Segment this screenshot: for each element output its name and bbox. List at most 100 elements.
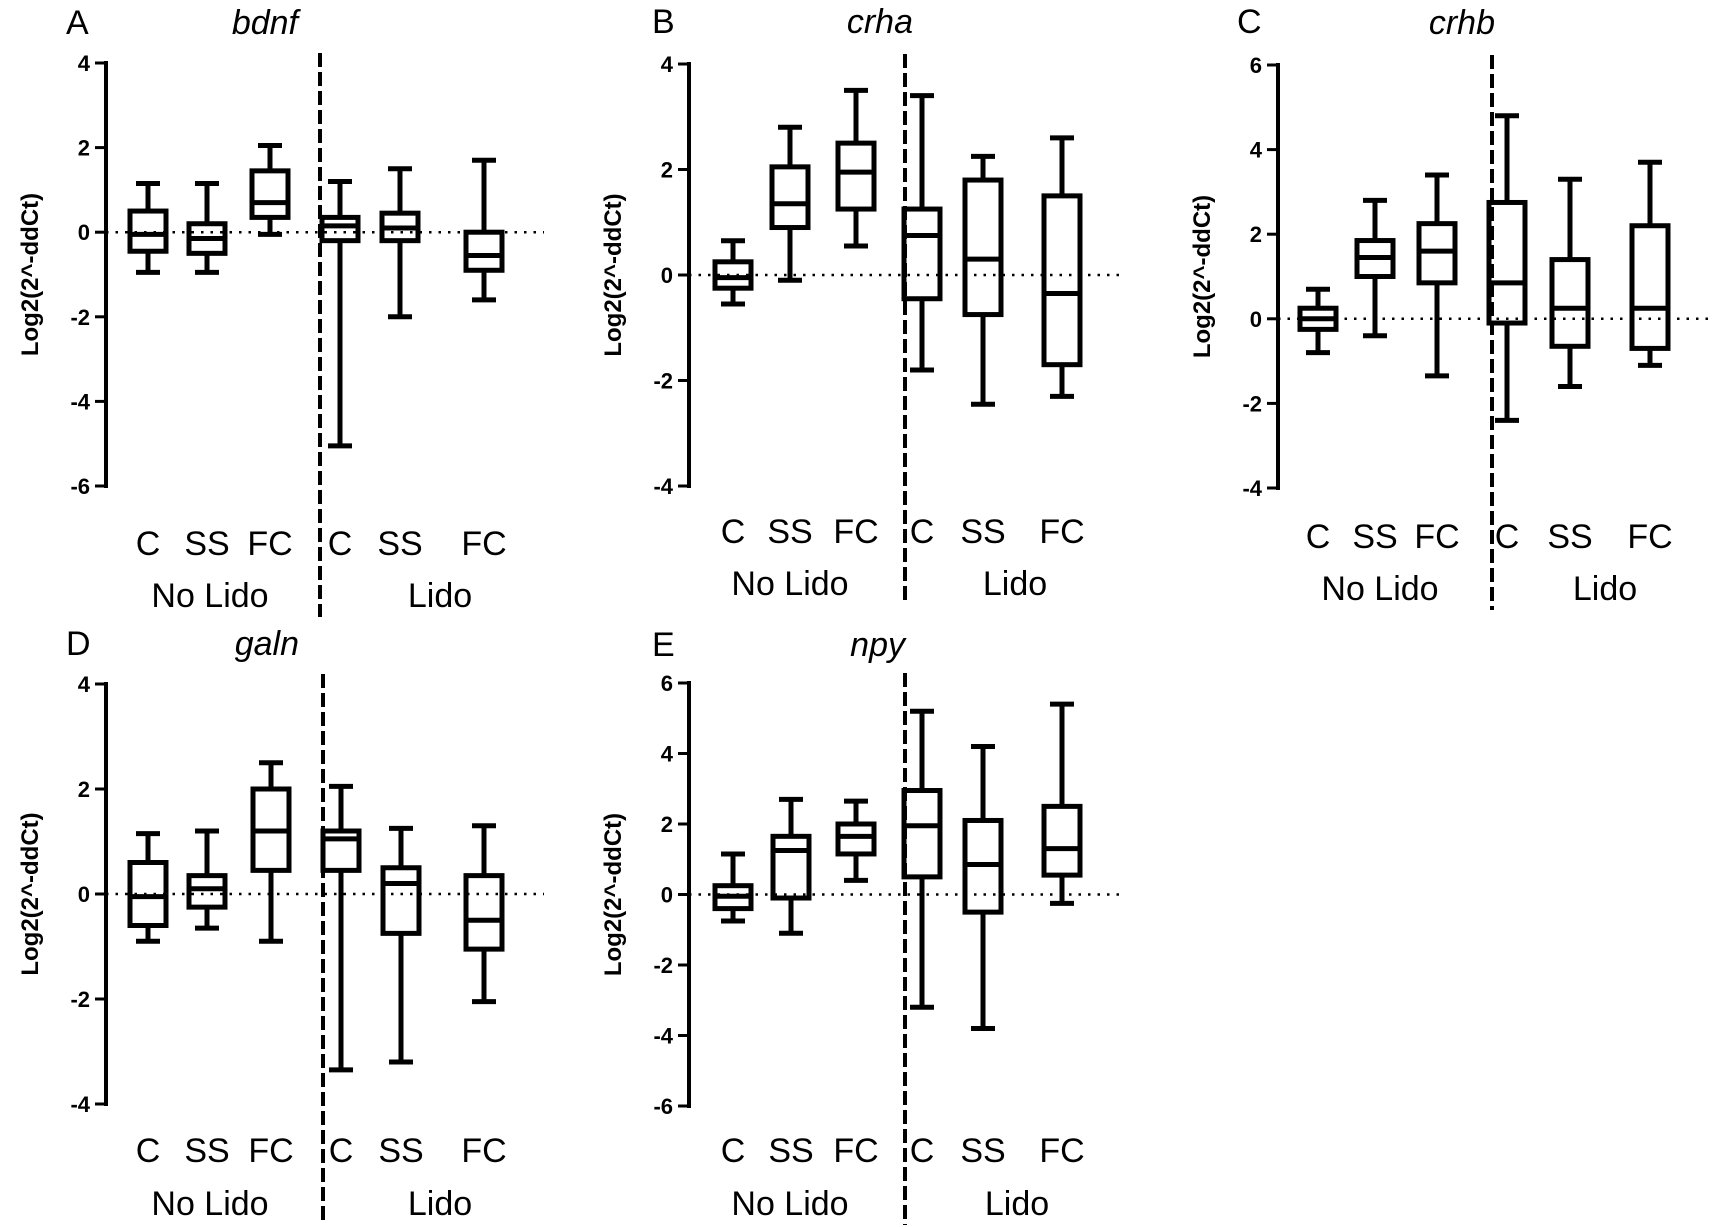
box-ss-no-lido [1354,197,1396,339]
box-c-lido [319,178,361,449]
iqr-box [1629,223,1671,351]
y-tick-label: -4 [1242,476,1262,501]
x-category-label: FC [833,513,878,551]
box-ss-no-lido [770,796,812,936]
y-tick-label: -4 [653,474,673,499]
y-tick-label: -4 [70,1092,90,1117]
y-axis-label: Log2(2^-ddCt) [17,812,44,975]
panel-letter: E [652,626,675,664]
x-category-label: SS [378,1132,423,1170]
box-fc-no-lido [249,142,291,237]
box-c-no-lido [127,181,169,275]
x-category-label: C [136,525,161,563]
chart-title: galn [235,625,299,663]
x-group-label: No Lido [151,1185,268,1223]
x-group-label: Lido [408,1185,472,1223]
x-group-label: No Lido [731,565,848,603]
panel-letter: D [66,625,91,663]
x-category-label: SS [377,525,422,563]
iqr-box [1486,199,1528,326]
box-c-lido [1486,113,1528,423]
y-axis-label: Log2(2^-ddCt) [17,193,44,356]
chart-title: bdnf [232,4,302,42]
iqr-box [463,873,505,952]
y-tick-label: 6 [1250,53,1262,78]
panel-letter: B [652,3,675,41]
x-category-label: C [328,525,353,563]
box-c-no-lido [1297,286,1339,356]
x-category-label: C [1306,518,1331,556]
x-category-label: SS [1352,518,1397,556]
box-c-lido [901,93,943,373]
y-tick-label: -6 [653,1094,673,1119]
iqr-box [712,259,754,291]
panel-letter: C [1237,3,1262,41]
chart-title: npy [850,626,907,664]
y-tick-label: 2 [661,158,673,183]
x-group-label: Lido [408,577,472,615]
box-ss-lido [962,743,1004,1031]
x-group-label: Lido [1573,570,1637,608]
panel-letter: A [66,4,89,42]
x-category-label: FC [1039,1132,1084,1170]
y-tick-label: 4 [661,52,674,77]
y-tick-label: -6 [70,474,90,499]
y-tick-label: -2 [1242,391,1262,416]
x-category-label: FC [1627,518,1672,556]
iqr-box [962,177,1004,318]
box-ss-no-lido [186,828,228,931]
x-group-label: No Lido [1321,570,1438,608]
y-tick-label: 4 [1250,138,1263,163]
box-ss-no-lido [186,181,228,275]
x-group-label: No Lido [731,1185,848,1223]
x-category-label: FC [833,1132,878,1170]
box-fc-lido [463,157,505,303]
box-ss-lido [379,166,421,320]
y-tick-label: 0 [661,883,673,908]
x-category-label: SS [1547,518,1592,556]
box-c-lido [320,783,362,1073]
y-tick-label: 2 [661,812,673,837]
x-category-label: SS [184,525,229,563]
y-tick-label: 4 [78,672,91,697]
x-category-label: C [329,1132,354,1170]
y-tick-label: 2 [1250,222,1262,247]
y-tick-label: -2 [653,953,673,978]
iqr-box [835,821,877,857]
y-tick-label: 0 [78,220,90,245]
box-fc-no-lido [1416,172,1458,379]
iqr-box [319,214,361,244]
iqr-box [380,865,422,936]
iqr-box [127,860,169,928]
x-category-label: FC [1039,513,1084,551]
iqr-box [835,140,877,212]
y-axis-label: Log2(2^-ddCt) [600,813,627,976]
box-c-lido [901,708,943,1010]
x-category-label: FC [1414,518,1459,556]
x-category-label: FC [461,525,506,563]
box-fc-lido [463,823,505,1005]
box-ss-no-lido [769,124,811,283]
box-ss-lido [962,153,1004,407]
y-tick-label: -2 [70,305,90,330]
y-tick-label: -4 [653,1024,673,1049]
iqr-box [186,873,228,910]
x-category-label: SS [768,1132,813,1170]
x-category-label: SS [184,1132,229,1170]
box-fc-no-lido [835,798,877,883]
x-category-label: C [721,1132,746,1170]
x-group-label: Lido [985,1185,1049,1223]
box-fc-no-lido [250,760,292,944]
y-tick-label: 2 [78,777,90,802]
box-fc-no-lido [835,87,877,249]
x-category-label: FC [461,1132,506,1170]
x-category-label: C [910,1132,935,1170]
box-c-no-lido [712,238,754,307]
box-ss-lido [1549,176,1591,389]
